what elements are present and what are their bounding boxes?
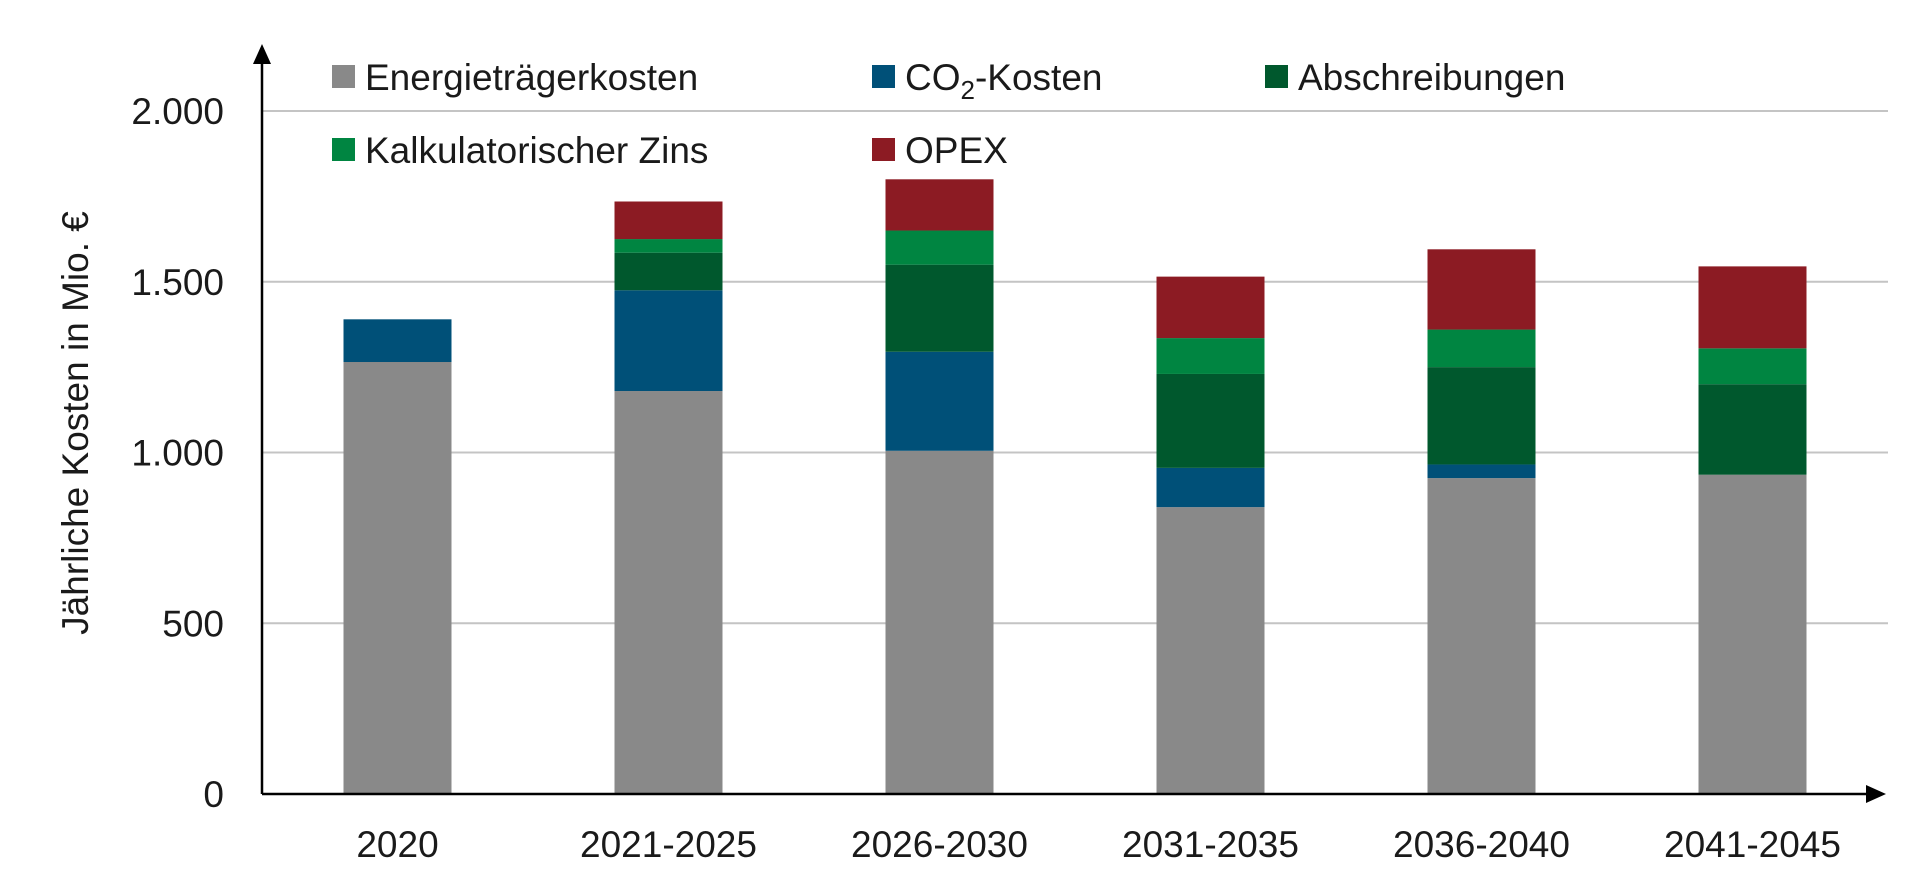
bar-segment [614, 239, 723, 253]
bar-segment [1427, 478, 1536, 794]
bar-segment [343, 319, 452, 363]
bar-segment [885, 230, 994, 265]
bar-segment [1427, 329, 1536, 368]
bar-segment [1156, 507, 1265, 794]
legend-label: Energieträgerkosten [365, 57, 698, 98]
legend: Energieträgerkosten CO2-Kosten Abschreibun… [332, 57, 1565, 171]
y-axis-title: Jährliche Kosten in Mio. € [55, 211, 96, 635]
y-tick-label: 1.500 [131, 262, 224, 303]
x-axis-arrow [1866, 785, 1886, 803]
bar-segment [1427, 464, 1536, 479]
y-axis-arrow [253, 44, 271, 64]
bar-segment [343, 362, 452, 794]
legend-swatch [1265, 65, 1288, 88]
bars [343, 179, 1807, 794]
gridlines [262, 110, 1888, 625]
y-tick-label: 1.000 [131, 433, 224, 474]
axes [253, 44, 1886, 803]
bar-segment [614, 391, 723, 794]
y-tick-label: 2.000 [131, 91, 224, 132]
x-tick-label: 2021-2025 [580, 824, 757, 865]
bar-segment [1698, 266, 1807, 349]
bar-segment [1698, 474, 1807, 794]
x-tick-label: 2041-2045 [1664, 824, 1841, 865]
bar-segment [885, 351, 994, 451]
x-tick-label: 2031-2035 [1122, 824, 1299, 865]
bar-segment [885, 264, 994, 352]
y-tick-label: 0 [203, 774, 224, 815]
bar-segment [1427, 367, 1536, 465]
bar-segment [1156, 338, 1265, 374]
bar-segment [1156, 467, 1265, 508]
x-tick-labels: 2020 2021-2025 2026-2030 2031-2035 2036-2040… [356, 824, 1841, 865]
legend-label: CO2-Kosten [905, 57, 1102, 105]
bar-segment [885, 179, 994, 231]
legend-swatch [872, 138, 895, 161]
x-tick-label: 2020 [356, 824, 438, 865]
legend-swatch [872, 65, 895, 88]
bar-segment [1427, 249, 1536, 330]
y-tick-labels: 0 500 1.000 1.500 2.000 [131, 91, 224, 815]
legend-label: Abschreibungen [1298, 57, 1565, 98]
bar-segment [1698, 384, 1807, 475]
bar-segment [614, 252, 723, 291]
bar-segment [1156, 373, 1265, 468]
bar-segment [614, 201, 723, 240]
legend-swatch [332, 138, 355, 161]
x-tick-label: 2036-2040 [1393, 824, 1570, 865]
bar-segment [885, 450, 994, 794]
bar-segment [1698, 348, 1807, 385]
bar-segment [1156, 276, 1265, 339]
legend-label: Kalkulatorischer Zins [365, 130, 708, 171]
legend-label: OPEX [905, 130, 1008, 171]
y-tick-label: 500 [162, 603, 224, 644]
x-tick-label: 2026-2030 [851, 824, 1028, 865]
legend-swatch [332, 65, 355, 88]
bar-segment [614, 290, 723, 392]
